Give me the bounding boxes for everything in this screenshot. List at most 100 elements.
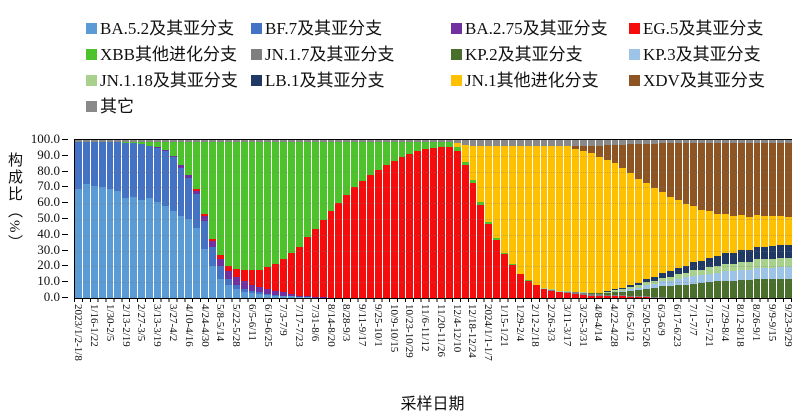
bar [153, 140, 161, 298]
bar-segment [280, 140, 288, 142]
bar-segment [240, 291, 248, 298]
bar-segment [627, 289, 635, 291]
x-axis-ticks [74, 298, 793, 302]
bar [374, 140, 382, 298]
bar-segment [366, 141, 374, 175]
bar [193, 140, 201, 298]
bar-segment [232, 288, 240, 298]
bar-segment [161, 151, 169, 207]
bar-segment [303, 297, 311, 298]
bar-segment [698, 269, 706, 276]
bar-segment [256, 286, 264, 293]
bar [280, 140, 288, 298]
y-tick-mark [62, 233, 68, 235]
bar-segment [461, 162, 469, 166]
bar-segment [169, 157, 177, 212]
bar-segment [761, 268, 769, 280]
bar-segment [90, 185, 98, 298]
bar [556, 140, 564, 298]
bar [643, 140, 651, 298]
bar-segment [75, 188, 82, 298]
bar-segment [232, 276, 240, 285]
bar-segment [619, 294, 627, 297]
bar-segment [753, 215, 761, 247]
bar-segment [737, 249, 745, 262]
legend-item: KP.3及其亚分支 [629, 42, 789, 67]
x-tick-label: 1/15-1/21 [497, 304, 510, 347]
bar-segment [682, 140, 690, 144]
bar-segment [651, 280, 658, 284]
x-tick-label: 12/4-12/10 [450, 304, 463, 353]
bar-segment [729, 140, 737, 144]
x-tick-label: 1/16-1/22 [88, 304, 101, 347]
bar-segment [485, 223, 493, 298]
bar [611, 140, 619, 298]
bar-segment [658, 297, 666, 298]
bar-segment [161, 141, 169, 150]
bar-segment [264, 141, 272, 268]
bar-segment [240, 141, 248, 271]
bar-segment [643, 285, 651, 289]
x-tick-label: 9/25-10/1 [371, 304, 384, 347]
bar [406, 140, 414, 298]
plot-area [74, 139, 793, 299]
bar [769, 140, 777, 298]
bar-segment [785, 143, 793, 217]
bar-segment [761, 140, 769, 144]
bar-segment [185, 141, 193, 175]
bar-segment [619, 168, 627, 288]
x-axis-title: 采样日期 [400, 396, 465, 413]
bar [319, 140, 327, 298]
bar [698, 140, 706, 298]
bar-segment [556, 146, 564, 291]
bar-segment [729, 280, 737, 298]
bar-segment [359, 181, 366, 298]
bar-segment [651, 140, 658, 145]
legend-item: LB.1及其亚分支 [251, 68, 451, 93]
bar-segment [722, 280, 729, 298]
bar [737, 140, 745, 298]
bar [785, 140, 793, 298]
bar-segment [556, 140, 564, 147]
bar-segment [587, 146, 595, 154]
legend-label: KP.3及其亚分支 [643, 45, 761, 64]
legend-label: JN.1.7及其亚分支 [265, 45, 395, 64]
bar-segment [761, 259, 769, 268]
bar-segment [777, 143, 785, 216]
bar-segment [603, 296, 611, 298]
x-tick-label: 7/29-8/4 [718, 304, 731, 342]
bar-segment [224, 141, 232, 267]
bar-segment [272, 264, 280, 291]
bar-segment [264, 140, 272, 142]
bar-segment [374, 141, 382, 171]
bar-segment [311, 297, 319, 298]
bar-segment [651, 283, 658, 288]
bar-segment [169, 140, 177, 142]
bar-segment [643, 279, 651, 283]
bar-segment [777, 215, 785, 246]
bar-segment [453, 143, 461, 148]
bar-segment [674, 143, 682, 201]
bar-segment [690, 275, 698, 284]
bar-segment [374, 170, 382, 298]
bar-segment [98, 140, 106, 142]
bar [714, 140, 722, 298]
bar-segment [153, 201, 161, 298]
bar-segment [666, 276, 674, 281]
bar-segment [595, 292, 603, 294]
bar-segment [217, 258, 224, 267]
bar-segment [209, 241, 217, 248]
bar [240, 140, 248, 298]
legend-swatch-icon [629, 49, 640, 60]
bar-segment [185, 219, 193, 298]
bar-segment [619, 144, 627, 169]
y-tick-label: 30.0 [37, 241, 60, 257]
bar-segment [769, 245, 777, 259]
x-tick-label: 2/26-3/3 [545, 304, 558, 342]
bar-segment [682, 204, 690, 266]
bar-segment [437, 147, 445, 298]
bar-segment [461, 165, 469, 298]
bar-segment [264, 267, 272, 290]
bar [564, 140, 572, 298]
y-tick-mark [62, 186, 68, 188]
